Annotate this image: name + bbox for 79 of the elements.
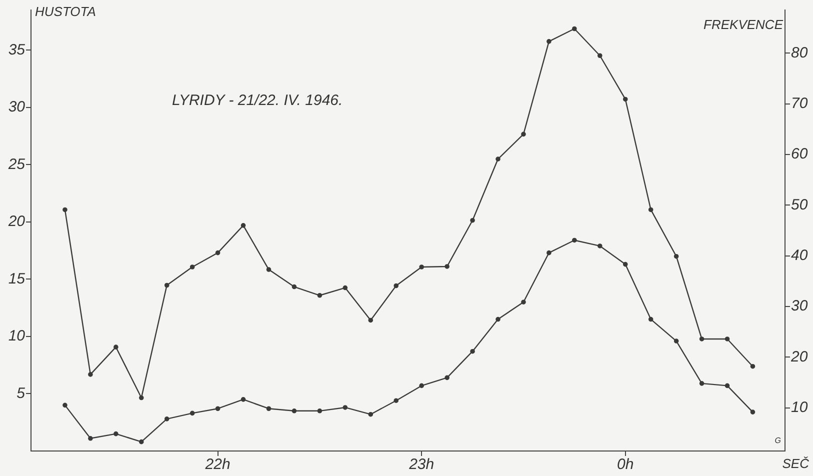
point [368, 412, 374, 417]
text: LYRIDY - 21/22. IV. 1946. [172, 92, 343, 109]
y-tick-label: 30 [8, 98, 26, 116]
point [292, 408, 297, 414]
y2-tick-label: 60 [791, 146, 808, 163]
point [266, 267, 272, 272]
point [215, 250, 220, 256]
x-tick-label: 0h [617, 456, 634, 474]
point [114, 431, 118, 436]
point [674, 254, 679, 259]
point [750, 364, 756, 369]
x-tick-label: 22h [204, 456, 230, 474]
point [699, 381, 704, 386]
point [342, 405, 348, 410]
y-tick-label: 5 [16, 384, 26, 402]
point [470, 348, 475, 354]
x-axis-title: SEČ [782, 456, 809, 471]
point [114, 344, 118, 350]
point [317, 292, 322, 298]
point [240, 223, 246, 228]
point [419, 383, 424, 388]
point [470, 218, 475, 223]
y2-tick-label: 50 [791, 196, 808, 214]
point [572, 26, 577, 32]
point [597, 244, 602, 248]
y-axis-title: HUSTOTA [35, 4, 96, 19]
point [394, 398, 399, 403]
y2-tick-label: 30 [791, 298, 808, 315]
point [164, 416, 170, 422]
point [190, 410, 195, 416]
point [190, 264, 195, 270]
point [622, 96, 628, 102]
point [496, 156, 500, 162]
point [138, 395, 144, 400]
point [138, 439, 144, 444]
point [240, 397, 246, 402]
point [292, 284, 297, 290]
point [342, 285, 348, 290]
point [164, 282, 170, 288]
point [88, 436, 93, 441]
y2-tick-label: 10 [791, 399, 808, 416]
point [750, 410, 756, 414]
y2-tick-label: 40 [791, 247, 808, 264]
y2-tick-label: 70 [791, 94, 808, 112]
point [648, 207, 654, 212]
point [724, 336, 730, 342]
y-tick-label: 20 [7, 213, 26, 230]
point [622, 262, 628, 267]
point [572, 238, 577, 243]
y-tick-label: 35 [8, 41, 26, 58]
y2-tick-label: 20 [790, 348, 808, 366]
point [444, 264, 450, 269]
y-tick-label: 10 [8, 328, 26, 345]
point [317, 408, 322, 414]
y2-tick-label: 80 [791, 44, 808, 62]
point [444, 375, 450, 380]
x-tick-label: 23h [408, 456, 434, 474]
point [266, 406, 272, 412]
point [215, 406, 220, 412]
point [62, 402, 68, 408]
point [521, 132, 526, 137]
y-tick-label: 15 [8, 270, 26, 288]
point [419, 264, 424, 270]
point [674, 338, 679, 344]
point [394, 283, 399, 288]
point [521, 300, 526, 304]
point [546, 39, 552, 44]
point [724, 383, 730, 388]
y2-axis-title: FREKVENCE [704, 17, 783, 32]
point [368, 318, 374, 323]
point [699, 336, 704, 342]
point [648, 316, 654, 322]
point [88, 372, 93, 377]
point [546, 250, 552, 256]
annotation: G [774, 436, 781, 445]
point [496, 316, 500, 322]
y-tick-label: 25 [7, 156, 26, 173]
point [62, 207, 68, 212]
point [597, 53, 602, 58]
